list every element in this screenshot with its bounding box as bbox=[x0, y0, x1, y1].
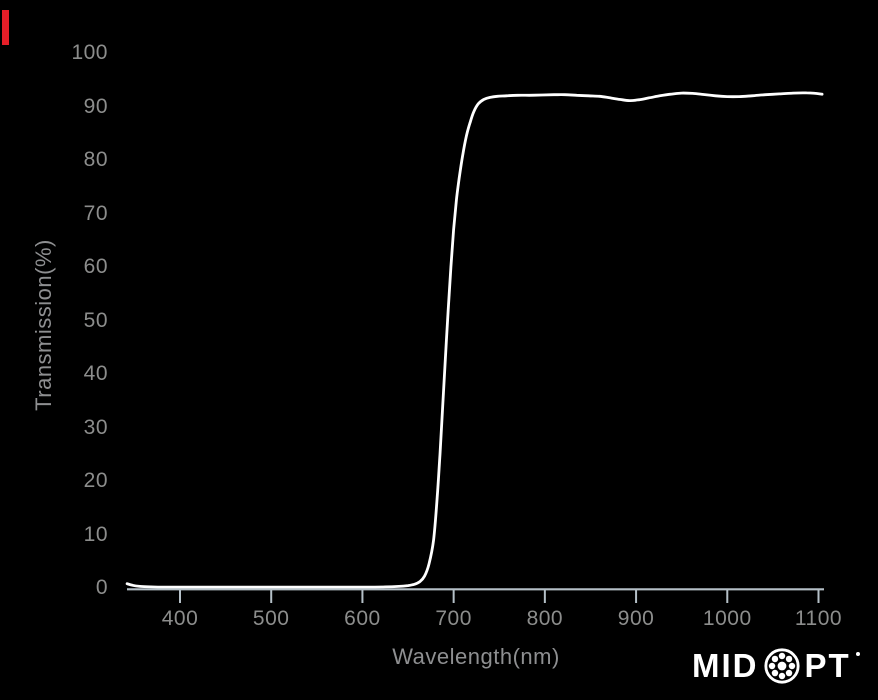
x-tick-label: 500 bbox=[252, 607, 290, 630]
x-tick-label: 700 bbox=[435, 607, 472, 630]
x-tick-label: 600 bbox=[344, 607, 381, 630]
logo-registered-mark bbox=[855, 652, 860, 656]
x-tick-label: 1000 bbox=[702, 607, 752, 630]
y-tick-label: 40 bbox=[83, 362, 108, 385]
logo-text-mid: MID bbox=[692, 647, 759, 684]
y-tick-label: 100 bbox=[71, 41, 108, 64]
y-tick-label: 90 bbox=[83, 94, 108, 118]
logo-text-pt: PT bbox=[804, 647, 851, 684]
y-tick-label: 20 bbox=[83, 469, 108, 492]
x-tick-label: 900 bbox=[617, 607, 655, 630]
y-tick-label: 10 bbox=[83, 522, 108, 546]
x-tick-label: 400 bbox=[161, 607, 199, 630]
midopt-logo: MID PT bbox=[692, 646, 860, 686]
logo-aperture-icon bbox=[763, 648, 800, 684]
x-tick-label: 800 bbox=[526, 607, 564, 630]
y-tick-label: 80 bbox=[83, 148, 108, 171]
y-tick-label: 30 bbox=[83, 415, 108, 439]
y-tick-label: 70 bbox=[83, 201, 108, 225]
transmission-curve bbox=[125, 91, 824, 589]
x-axis-title: Wavelength(nm) bbox=[392, 644, 560, 669]
red-accent-bar bbox=[2, 10, 9, 45]
y-tick-label: 0 bbox=[95, 576, 108, 599]
y-tick-label: 60 bbox=[83, 255, 108, 278]
x-tick-label: 1100 bbox=[794, 607, 843, 630]
y-tick-label: 50 bbox=[83, 308, 108, 332]
